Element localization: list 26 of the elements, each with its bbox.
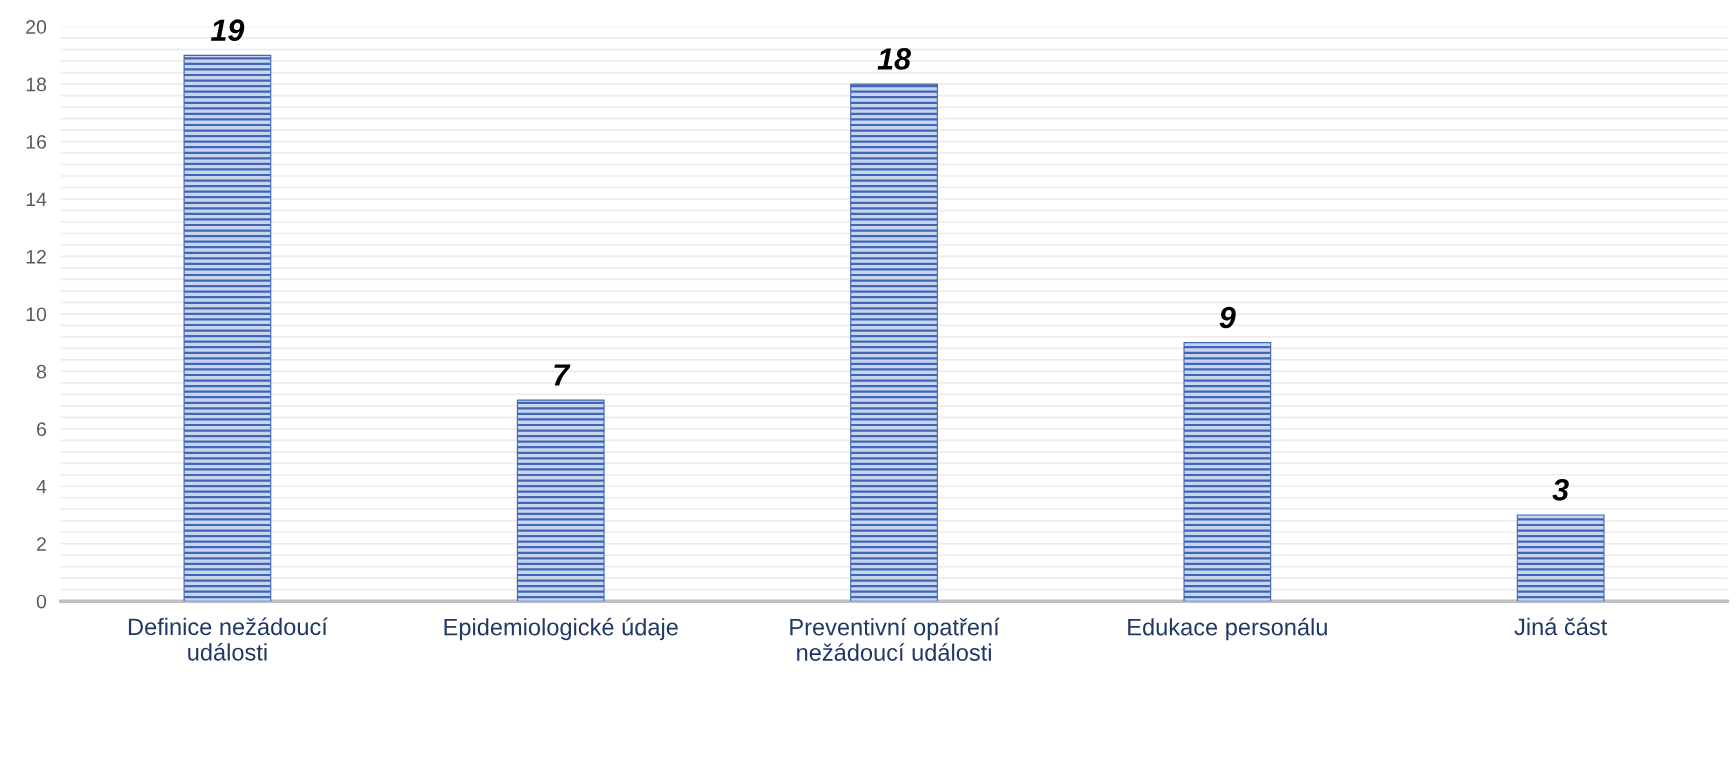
bar [516,399,605,602]
y-tick-label: 0 [36,594,47,609]
y-tick-label: 12 [26,249,46,264]
x-tick-label: Epidemiologické údaje [444,617,678,641]
bar [850,83,938,602]
data-label: 19 [210,19,245,41]
y-tick-label: 18 [26,77,47,92]
bar [1183,342,1272,602]
y-tick-label: 20 [26,20,47,34]
data-label: 9 [1219,306,1236,329]
y-tick-label: 10 [26,307,47,322]
x-tick-label: Definice nežádoucí události [128,617,328,661]
x-tick-label: Jiná část [1514,617,1608,636]
bar [1516,514,1605,602]
data-label: 18 [877,48,911,70]
y-tick-label: 4 [36,479,47,494]
x-tick-label: Edukace personálu [1128,617,1327,641]
y-tick-label: 8 [36,364,47,379]
y-tick-label: 16 [26,135,47,149]
bar [183,54,272,602]
y-tick-label: 14 [26,192,47,207]
x-tick-label: Preventivní opatření nežádoucí události [790,617,1000,661]
y-tick-label: 6 [37,422,47,437]
data-label: 3 [1552,479,1569,501]
y-tick-label: 2 [37,537,46,551]
data-label: 7 [554,364,571,386]
